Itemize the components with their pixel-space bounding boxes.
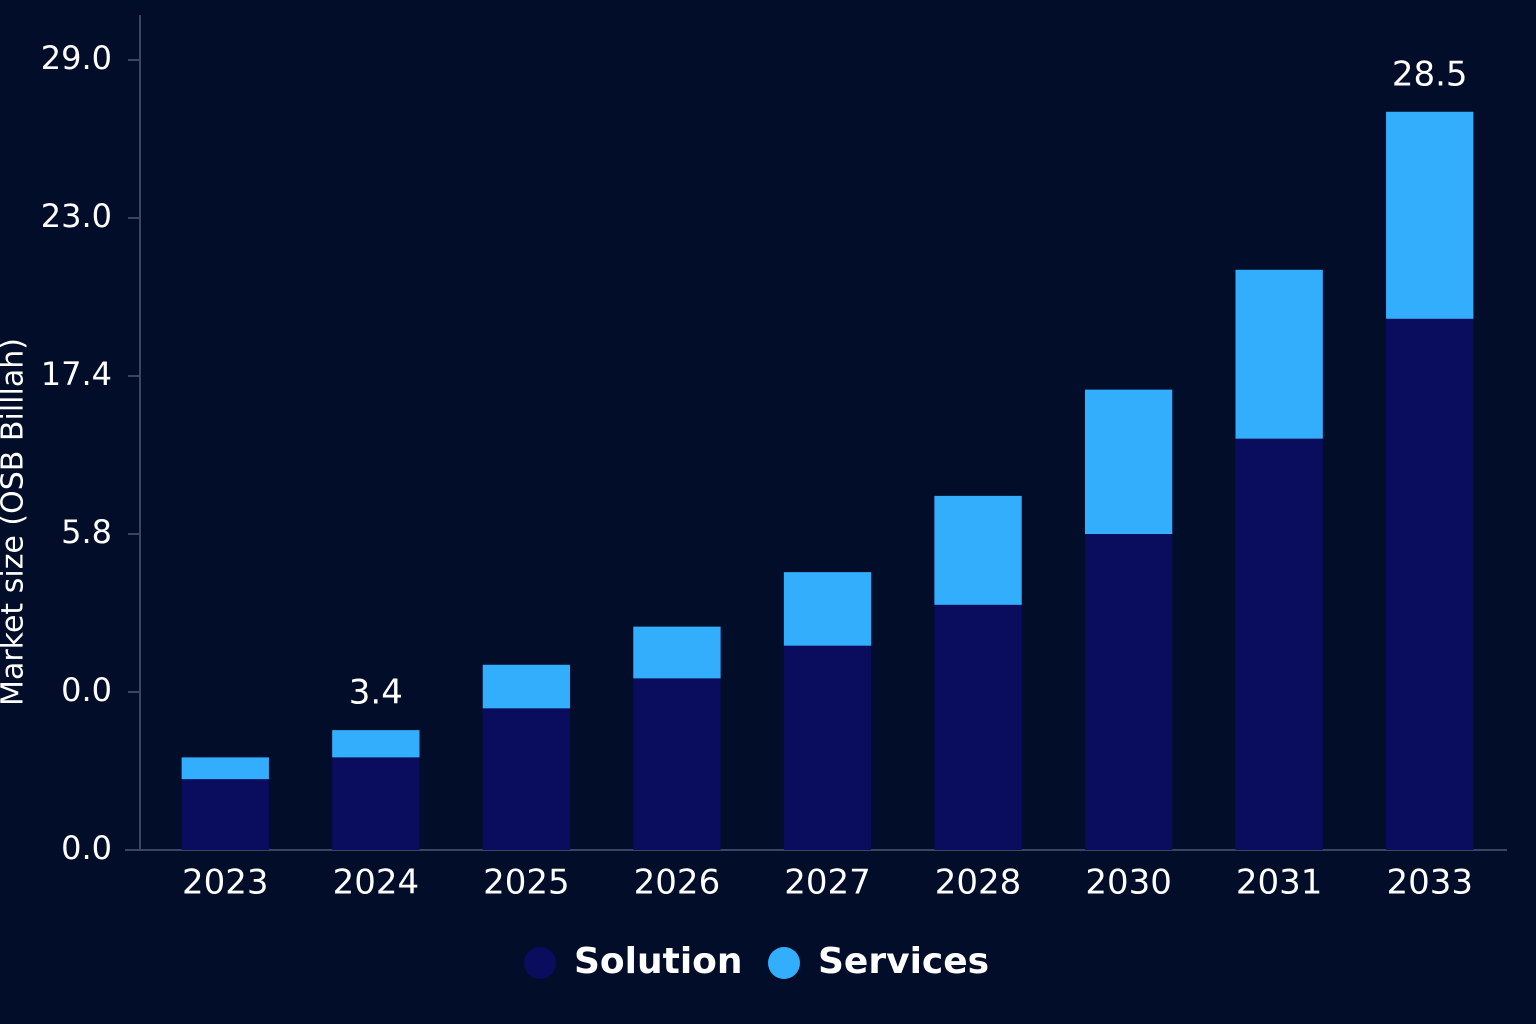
bar-segment <box>1235 438 1323 850</box>
x-tick-label: 2023 <box>182 863 269 903</box>
y-tick-label: 0.0 <box>61 671 112 709</box>
bar-segment <box>332 730 420 758</box>
data-label: 28.5 <box>1392 54 1468 94</box>
x-tick-label: 2033 <box>1386 863 1473 903</box>
legend-label: Services <box>818 941 989 982</box>
bar-segment <box>934 495 1022 605</box>
bar-segment <box>1386 318 1474 850</box>
x-tick-label: 2027 <box>784 863 871 903</box>
bar-segment <box>332 757 420 850</box>
bar-segment <box>482 708 571 850</box>
bar-segment <box>1084 534 1173 850</box>
y-axis-label: Market size (OSB Billlah) <box>0 338 31 706</box>
bar-segment <box>181 779 269 850</box>
x-tick-label: 2024 <box>333 863 420 903</box>
bar-segment <box>482 664 571 709</box>
x-tick-label: 2031 <box>1236 863 1323 903</box>
data-label: 3.4 <box>349 673 403 713</box>
bar-segment <box>1084 389 1173 534</box>
bar-segment <box>633 626 721 679</box>
x-tick-label: 2026 <box>634 863 721 903</box>
legend-swatch <box>524 947 556 979</box>
y-tick-label: 0.0 <box>61 829 112 867</box>
x-tick-label: 2030 <box>1085 863 1172 903</box>
x-tick-label: 2025 <box>483 863 570 903</box>
bar-segment <box>181 757 269 780</box>
legend-label: Solution <box>574 941 743 982</box>
bar-segment <box>783 645 872 850</box>
bar-segment <box>633 678 721 850</box>
y-tick-label: 17.4 <box>41 355 112 393</box>
legend-swatch <box>768 947 800 979</box>
bar-segment <box>934 604 1022 850</box>
bar-segment <box>1386 111 1474 319</box>
y-tick-label: 5.8 <box>61 513 112 551</box>
y-tick-label: 23.0 <box>41 197 112 235</box>
y-tick-label: 29.0 <box>41 39 112 77</box>
bar-segment <box>783 572 872 646</box>
bar-segment <box>1235 269 1323 439</box>
x-tick-label: 2028 <box>935 863 1022 903</box>
